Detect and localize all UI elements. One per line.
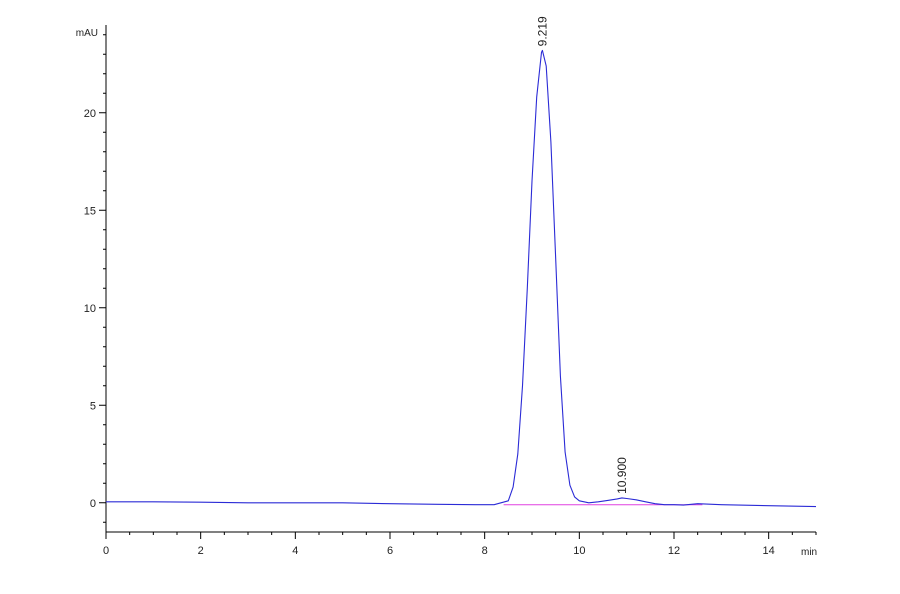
signal-layer [106,49,817,508]
peak-labels: 9.219 10.900 [535,16,629,494]
x-tick-label: 10 [573,545,585,557]
y-axis-unit-label: mAU [76,28,98,39]
y-tick-label: 0 [90,498,96,510]
peak-retention-label: 10.900 [615,457,629,494]
x-tick-label: 8 [482,545,488,557]
x-tick-label: 12 [668,545,680,557]
x-tick-label: 14 [763,545,775,557]
y-tick-label: 15 [84,205,96,217]
x-tick-label: 2 [198,545,204,557]
axes [105,25,816,533]
signal-trace [106,49,817,508]
peak-retention-label: 9.219 [535,16,549,46]
x-tick-label: 4 [292,545,298,557]
x-axis-unit-label: min [801,547,817,558]
y-tick-label: 10 [84,303,96,315]
y-tick-label: 20 [84,108,96,120]
x-tick-label: 6 [387,545,393,557]
x-tick-label: 0 [103,545,109,557]
y-tick-label: 5 [90,400,96,412]
axis-ticks: 0 2 4 6 8 10 12 14 0 5 10 15 20 [84,34,817,557]
